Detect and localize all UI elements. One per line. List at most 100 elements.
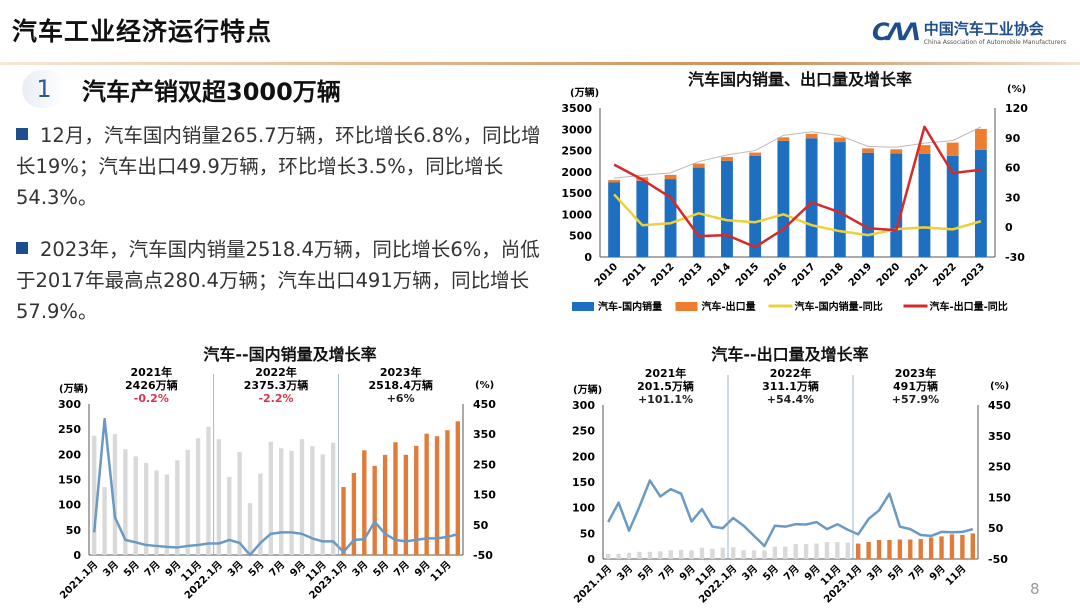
series-line — [92, 417, 459, 557]
bullet-item: 2023年，汽车国内销量2518.4万辆，同比增长6%，尚低于2017年最高点2… — [16, 234, 546, 327]
header-divider — [0, 62, 1080, 65]
right-axis-unit: (%) — [990, 381, 1009, 392]
annotation-growth: -0.2% — [134, 392, 169, 405]
bar — [658, 551, 663, 559]
bar — [299, 439, 305, 555]
annotation-growth: +57.9% — [892, 393, 939, 406]
left-tick-label: 250 — [572, 425, 595, 438]
legend-label: 汽车-出口量-同比 — [930, 300, 1008, 313]
bar — [289, 450, 294, 555]
bar — [216, 439, 222, 555]
right-tick-label: 250 — [988, 461, 1011, 474]
annual-sales-export-chart: 0 500 1000 1500 2000 2500 3000 3500 -30 0 30 60 90 12… — [561, 84, 1028, 313]
left-tick-label: 1000 — [561, 208, 592, 221]
bar — [330, 442, 336, 555]
left-tick-label: 150 — [572, 476, 595, 489]
bar — [890, 149, 903, 154]
bar — [664, 174, 677, 180]
annotation-growth: +6% — [387, 392, 415, 405]
bar — [710, 548, 715, 559]
bar — [970, 533, 975, 559]
right-tick-label: 450 — [988, 399, 1011, 412]
bar — [455, 421, 460, 555]
bar — [805, 133, 818, 139]
bar — [835, 542, 840, 559]
x-tick-label: 5月 — [886, 563, 906, 583]
right-tick-label: 450 — [473, 398, 496, 411]
bar — [772, 546, 778, 559]
bar — [175, 460, 180, 555]
annotation-year: 2021年 — [645, 366, 687, 380]
x-tick-label: 7月 — [781, 563, 801, 583]
bar — [731, 547, 736, 559]
x-tick-label: 5月 — [636, 563, 656, 583]
bar — [866, 542, 871, 559]
x-tick-label: 2023 — [960, 261, 987, 288]
x-tick-label: 5月 — [371, 559, 391, 579]
right-tick-label: 30 — [1005, 191, 1021, 204]
annotation-total: 2375.3万辆 — [244, 378, 308, 392]
bar — [833, 137, 846, 143]
bar — [668, 550, 673, 559]
section-number: 1 — [22, 70, 66, 108]
series-line — [613, 193, 982, 237]
left-tick-label: 100 — [572, 502, 595, 515]
bullet-text: 2023年，汽车国内销量2518.4万辆，同比增长6%，尚低于2017年最高点2… — [16, 238, 540, 323]
bar — [403, 454, 409, 555]
bar — [434, 436, 440, 555]
bar — [133, 456, 138, 555]
bar — [890, 153, 903, 257]
bar — [960, 534, 965, 559]
bar — [206, 426, 211, 555]
bar — [751, 550, 757, 559]
bar — [362, 450, 367, 555]
bar — [777, 137, 790, 141]
series-line — [613, 125, 982, 249]
x-tick-label: 2017 — [790, 261, 817, 288]
left-tick-label: 2500 — [561, 145, 592, 158]
bar — [793, 544, 798, 559]
right-tick-label: 90 — [1005, 132, 1021, 145]
left-tick-label: 200 — [572, 450, 595, 463]
left-tick-label: 300 — [58, 398, 81, 411]
x-tick-label: 7月 — [906, 563, 926, 583]
right-tick-label: 250 — [473, 458, 496, 471]
left-tick-label: 2000 — [561, 166, 592, 179]
monthly-domestic-sales-chart: 0 50 100 150 200 250 300 -50 50 150 250 350 450 (万辆) (… — [57, 365, 496, 602]
right-tick-label: -50 — [988, 553, 1008, 566]
x-tick-label: 7月 — [391, 559, 411, 579]
chart-title: 汽车--国内销量及增长率 — [203, 345, 377, 364]
bar — [918, 538, 923, 559]
bar — [123, 449, 128, 555]
left-tick-label: 50 — [66, 524, 82, 537]
bar — [279, 448, 284, 555]
bar — [154, 470, 159, 555]
bar — [268, 441, 273, 555]
series-line — [607, 479, 974, 548]
x-tick-label: 2021.1月 — [57, 559, 100, 602]
bar — [949, 534, 955, 559]
x-tick-label: 3月 — [615, 563, 635, 583]
x-tick-label: 2011 — [621, 261, 648, 288]
bar — [195, 438, 201, 555]
annotation-year: 2022年 — [255, 365, 297, 379]
bar — [237, 451, 242, 555]
right-tick-label: -30 — [1005, 251, 1025, 264]
bar — [918, 145, 931, 154]
x-tick-label: 3月 — [865, 563, 885, 583]
bar — [689, 550, 694, 559]
bar — [974, 149, 987, 257]
annotation-growth: -2.2% — [258, 392, 293, 405]
right-tick-label: -50 — [473, 549, 493, 562]
annotation-total: 2426万辆 — [125, 378, 178, 392]
slide-title: 汽车工业经济运行特点 — [12, 17, 273, 46]
right-tick-label: 60 — [1005, 162, 1021, 175]
x-tick-label: 2012 — [649, 261, 676, 288]
annotation-year: 2021年 — [131, 365, 173, 379]
x-tick-label: 2013 — [677, 261, 704, 288]
bar — [227, 476, 232, 555]
annotation-year: 2022年 — [770, 366, 812, 380]
x-tick-label: 5月 — [761, 563, 781, 583]
x-tick-label: 7月 — [142, 559, 162, 579]
annotation-total: 201.5万辆 — [637, 379, 694, 393]
